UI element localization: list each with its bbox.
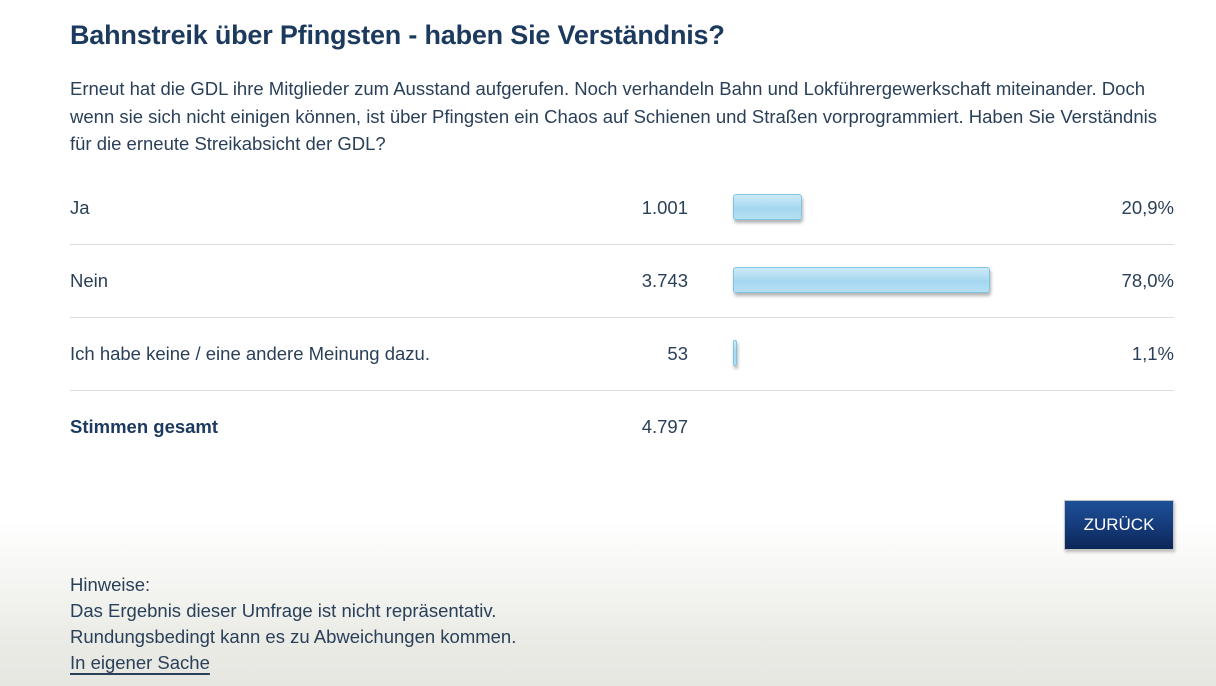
percent-label: 20,9% (1121, 196, 1174, 218)
footer-notes: Hinweise: Das Ergebnis dieser Umfrage is… (70, 572, 1174, 676)
poll-result-row: Nein 3.743 78,0% (70, 245, 1174, 318)
result-bar (733, 339, 737, 366)
total-votes-row: Stimmen gesamt 4.797 (70, 391, 1174, 464)
answer-label: Ich habe keine / eine andere Meinung daz… (70, 342, 430, 364)
back-button[interactable]: ZURÜCK (1064, 499, 1174, 550)
bar-track-empty (733, 413, 1063, 441)
poll-result-row: Ja 1.001 20,9% (70, 172, 1174, 245)
footer-note-line: Rundungsbedingt kann es zu Abweichungen … (70, 625, 517, 647)
vote-count: 3.743 (641, 269, 688, 291)
poll-result-row: Ich habe keine / eine andere Meinung daz… (70, 318, 1174, 391)
poll-results-table: Ja 1.001 20,9% Nein 3.743 78,0% Ich habe… (70, 172, 1174, 464)
result-bar (733, 266, 991, 293)
bar-track (733, 266, 1063, 295)
bar-track (733, 193, 1063, 222)
vote-count: 53 (667, 342, 688, 364)
in-eigener-sache-link[interactable]: In eigener Sache (70, 651, 210, 673)
answer-label: Ja (70, 196, 90, 218)
total-votes-count: 4.797 (641, 416, 688, 437)
percent-label: 1,1% (1131, 342, 1174, 364)
footer-heading: Hinweise: (70, 573, 151, 595)
percent-label: 78,0% (1121, 269, 1174, 291)
button-row: ZURÜCK (70, 499, 1174, 550)
result-bar (733, 193, 802, 220)
answer-label: Nein (70, 269, 109, 291)
bar-track (733, 339, 1063, 368)
vote-count: 1.001 (641, 196, 688, 218)
total-votes-label: Stimmen gesamt (70, 416, 219, 437)
page-title: Bahnstreik über Pfingsten - haben Sie Ve… (70, 20, 725, 50)
poll-question-text: Erneut hat die GDL ihre Mitglieder zum A… (70, 78, 1157, 154)
footer-note-line: Das Ergebnis dieser Umfrage ist nicht re… (70, 599, 497, 621)
